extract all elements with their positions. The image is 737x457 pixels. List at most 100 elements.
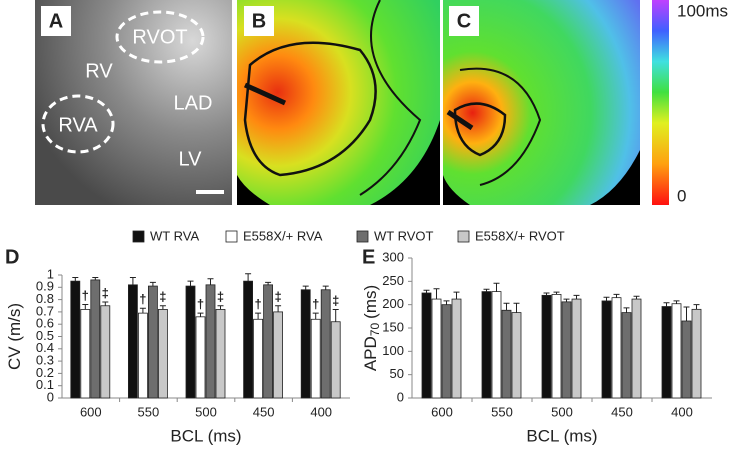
error-bar xyxy=(332,308,339,322)
bar xyxy=(253,318,264,399)
y-axis-label-main: CV (m/s) xyxy=(5,303,24,370)
bar xyxy=(491,291,502,399)
bar xyxy=(621,312,632,399)
bar xyxy=(431,298,442,399)
electrode xyxy=(243,82,287,106)
panel-label-box xyxy=(41,6,71,36)
error-bar xyxy=(693,304,700,310)
bar xyxy=(70,280,81,399)
bar xyxy=(195,316,206,399)
error-bar xyxy=(322,285,329,290)
significance-marker: † xyxy=(312,297,319,312)
panel-label: A xyxy=(49,10,63,32)
x-tick-label: 550 xyxy=(491,404,513,419)
significance-marker: ‡ xyxy=(332,293,339,308)
legend-label: WT RVOT xyxy=(374,228,434,243)
y-axis-label: APD70 (ms) xyxy=(361,285,382,371)
y-axis-label-main: APD xyxy=(361,336,380,371)
bar xyxy=(205,284,216,399)
significance-marker: † xyxy=(197,297,204,312)
y-tick-label: 200 xyxy=(382,296,404,311)
bar xyxy=(541,294,552,399)
bar xyxy=(551,293,562,399)
y-tick-label: 100 xyxy=(382,343,404,358)
x-tick-label: 500 xyxy=(195,404,217,419)
error-bar xyxy=(275,305,282,312)
y-tick-label: 150 xyxy=(382,319,404,334)
bar xyxy=(691,308,702,399)
significance-marker: ‡ xyxy=(159,289,166,304)
error-bar xyxy=(633,295,640,300)
panel-label: B xyxy=(252,10,266,32)
error-bar xyxy=(453,291,460,300)
y-tick-label: 0.6 xyxy=(36,316,54,331)
error-bar xyxy=(265,281,272,285)
error-bar xyxy=(217,305,224,310)
bar xyxy=(501,309,512,399)
bar xyxy=(330,321,341,399)
error-bar xyxy=(433,288,440,300)
isochrone xyxy=(453,102,507,157)
error-bar xyxy=(613,293,620,298)
bar xyxy=(601,300,612,399)
error-bar xyxy=(312,312,319,320)
error-bar xyxy=(683,306,690,321)
region-label: RVOT xyxy=(132,26,187,48)
panel-label: C xyxy=(457,10,471,32)
legend-label: E558X/+ RVOT xyxy=(475,228,565,243)
isochrone xyxy=(459,67,542,186)
x-tick-label: 400 xyxy=(310,404,332,419)
electrode xyxy=(446,109,474,131)
bar xyxy=(100,305,111,399)
y-tick-label: 0.1 xyxy=(36,377,54,392)
y-axis-label-sub: 70 xyxy=(368,323,382,337)
y-tick-label: 0.7 xyxy=(36,303,54,318)
y-tick-label: 250 xyxy=(382,273,404,288)
colorbar-label: 0 xyxy=(677,186,686,205)
bar xyxy=(90,279,101,399)
image-b xyxy=(237,0,440,205)
y-tick-label: 0.2 xyxy=(36,365,54,380)
isochrone xyxy=(243,41,377,177)
error-bar xyxy=(543,292,550,296)
error-bar xyxy=(302,285,309,290)
colorbar xyxy=(652,0,669,205)
error-bar xyxy=(603,296,610,301)
error-bar xyxy=(563,298,570,302)
legend-swatch xyxy=(457,230,470,243)
bar xyxy=(661,306,672,399)
isochrone xyxy=(359,0,422,196)
bar xyxy=(681,320,692,399)
error-bar xyxy=(72,276,79,282)
bar xyxy=(571,298,582,399)
bar xyxy=(561,301,572,399)
error-bar xyxy=(139,307,146,314)
legend-swatch xyxy=(132,230,145,243)
legend-label: WT RVA xyxy=(150,228,199,243)
error-bar xyxy=(149,281,156,287)
y-tick-label: 0 xyxy=(47,389,54,404)
bar xyxy=(243,280,254,399)
bar xyxy=(137,312,148,399)
region-outline xyxy=(41,94,115,154)
error-bar xyxy=(82,304,89,310)
y-tick-label: 0.8 xyxy=(36,291,54,306)
error-bar xyxy=(663,302,670,307)
error-bar xyxy=(443,300,450,305)
colorbar-label: 100ms xyxy=(677,1,728,20)
bar xyxy=(273,311,284,399)
error-bar xyxy=(503,302,510,311)
bar xyxy=(215,309,226,399)
x-tick-label: 500 xyxy=(551,404,573,419)
error-bar xyxy=(255,312,262,320)
bar xyxy=(300,289,311,399)
significance-marker: ‡ xyxy=(217,289,224,304)
error-bar xyxy=(187,280,194,287)
x-axis-label: BCL (ms) xyxy=(526,426,597,445)
bar xyxy=(263,284,274,399)
x-tick-label: 550 xyxy=(138,404,160,419)
bar xyxy=(127,284,138,399)
bar xyxy=(147,285,158,399)
panel-label-box xyxy=(244,6,274,36)
significance-marker: ‡ xyxy=(274,289,281,304)
